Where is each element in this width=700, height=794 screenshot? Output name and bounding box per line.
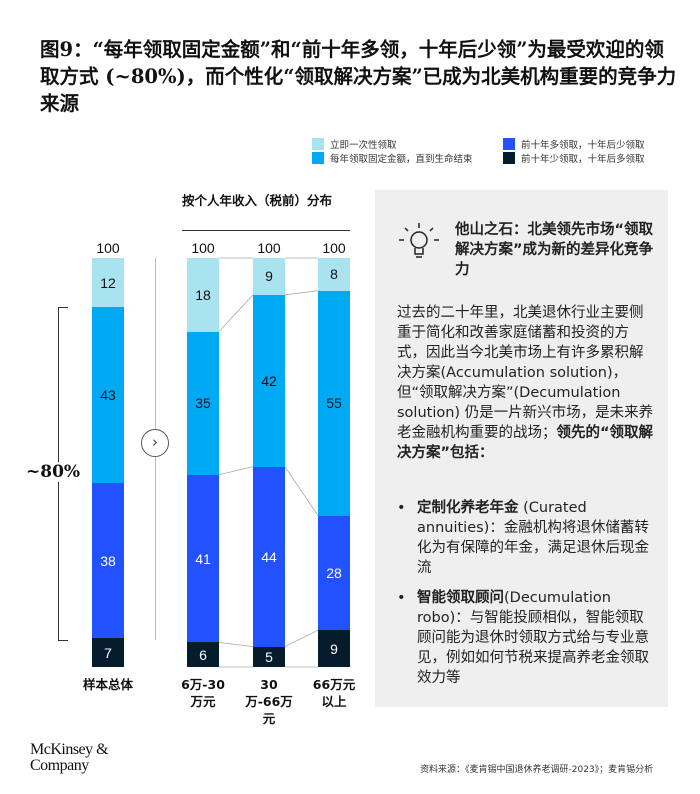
- bar-segment-back: 6: [187, 642, 219, 667]
- connector-line: [218, 294, 254, 332]
- annotation-80pct: ~80%: [24, 462, 83, 482]
- bar-segment-back: 7: [92, 638, 124, 667]
- bar-segment-immediate: 9: [253, 258, 285, 295]
- insight-panel: 他山之石：北美领先市场“领取解决方案”成为新的差异化竞争力 过去的二十年里，北美…: [375, 190, 668, 707]
- x-tick-label: 30万-66万元: [245, 677, 293, 726]
- bullet-title: 智能领取顾问: [417, 590, 504, 606]
- x-tick-label: 样本总体: [82, 677, 133, 692]
- page-title: 图9：“每年领取固定金额”和“前十年多领，十年后少领”为最受欢迎的领取方式 (~…: [40, 38, 677, 115]
- legend-swatch: [503, 138, 515, 150]
- source-note: 资料来源：《麦肯锡中国退休养老调研-2023》；麦肯锡分析: [420, 765, 654, 775]
- lightbulb-icon: [399, 223, 439, 258]
- bar-segment-fixed: 35: [187, 331, 219, 475]
- group-label: 按个人年收入（税前）分布: [182, 193, 333, 208]
- bar-segment-back: 5: [253, 646, 285, 667]
- bullet-icon: •: [397, 590, 406, 606]
- legend-label: 每年领取固定金额，直到生命结束: [330, 154, 473, 165]
- legend-item: 前十年多领取，十年后少领取: [503, 137, 645, 151]
- bar-total: 100: [322, 240, 346, 256]
- connector-line: [284, 290, 319, 296]
- x-tick-label: 66万元以上: [312, 677, 356, 709]
- logo-text: McKinsey & Company: [30, 741, 109, 774]
- connector-line: [218, 466, 254, 476]
- mckinsey-logo: McKinsey & Company: [30, 742, 130, 774]
- panel-heading: 他山之石：北美领先市场“领取解决方案”成为新的差异化竞争力: [455, 222, 654, 278]
- bar-segment-back: 9: [318, 630, 350, 667]
- bar-total: 100: [96, 240, 120, 256]
- legend-swatch: [312, 152, 324, 164]
- bar-segment-immediate: 18: [187, 258, 219, 332]
- bar-segment-immediate: 8: [318, 258, 350, 291]
- bar-segment-immediate: 12: [92, 258, 124, 308]
- bar-segment-front: 28: [318, 515, 350, 631]
- connector-line: [284, 629, 319, 647]
- group-underline: [182, 230, 350, 231]
- bullet-title: 定制化养老年金: [417, 500, 519, 516]
- bar-segment-front: 41: [187, 474, 219, 643]
- chevron-right-icon: ›: [141, 429, 169, 457]
- bar-segment-fixed: 43: [92, 307, 124, 483]
- bullet-icon: •: [397, 500, 406, 516]
- bar-total: 100: [257, 240, 281, 256]
- bar-segment-fixed: 42: [253, 294, 285, 467]
- bullet-text: (Curated annuities)：金融机构将退休储蓄转化为有保障的年金，满…: [417, 500, 649, 576]
- legend-item: 前十年少领取，十年后多领取: [503, 151, 645, 165]
- panel-body: 过去的二十年里，北美退休行业主要侧重于简化和改善家庭储蓄和投资的方式，因此当今北…: [397, 303, 655, 463]
- legend-item: 立即一次性领取: [312, 137, 397, 151]
- connector-line: [284, 466, 319, 516]
- panel-body-text: 过去的二十年里，北美退休行业主要侧重于简化和改善家庭储蓄和投资的方式，因此当今北…: [397, 305, 654, 441]
- legend-label: 立即一次性领取: [330, 140, 397, 151]
- legend-swatch: [503, 152, 515, 164]
- bullet-item: • 智能领取顾问(Decumulation robo)：与智能投顾相似，智能领取顾…: [397, 588, 657, 688]
- legend-label: 前十年多领取，十年后少领取: [521, 140, 645, 151]
- panel-body-bold: 领先的“领取解决方案”包括：: [397, 425, 654, 461]
- x-tick-label: 6万-30万元: [181, 677, 225, 709]
- bar-segment-front: 38: [92, 482, 124, 639]
- bullet-text: (Decumulation robo)：与智能投顾相似，智能领取顾问能为退休时领…: [417, 590, 649, 686]
- bar-total: 100: [191, 240, 215, 256]
- connector-line: [218, 642, 254, 647]
- bar-segment-fixed: 55: [318, 290, 350, 516]
- legend-item: 每年领取固定金额，直到生命结束: [312, 151, 473, 165]
- legend-swatch: [312, 138, 324, 150]
- bar-segment-front: 44: [253, 466, 285, 647]
- bullet-item: • 定制化养老年金 (Curated annuities)：金融机构将退休储蓄转化…: [397, 498, 657, 578]
- legend-label: 前十年少领取，十年后多领取: [521, 154, 645, 165]
